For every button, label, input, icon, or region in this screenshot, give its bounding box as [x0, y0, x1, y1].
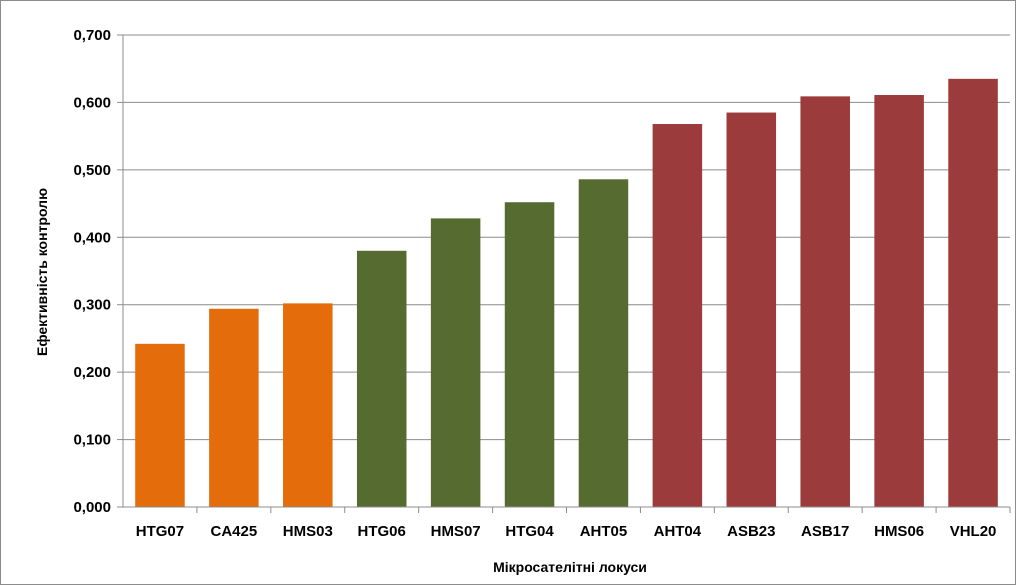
- gridlines: [117, 34, 1010, 508]
- y-tick-label: 0,600: [73, 94, 111, 111]
- bar-htg07: [135, 343, 185, 507]
- x-tick-label: AHT05: [580, 523, 628, 540]
- x-tick-label: HMS06: [874, 523, 924, 540]
- bar-hms03: [283, 303, 333, 507]
- y-tick-label: 0,100: [73, 432, 111, 449]
- bar-hms07: [430, 218, 481, 508]
- bar-htg06: [356, 250, 407, 507]
- bar-htg04: [504, 202, 555, 508]
- x-tick-label: ASB17: [801, 523, 849, 540]
- bar-asb23: [726, 112, 777, 508]
- bar-ca425: [209, 308, 259, 507]
- x-tick-label: VHL20: [950, 523, 997, 540]
- x-tick-labels: HTG07 CA425 HMS03 HTG06 HMS07 HTG04 AHT05 AHT04…: [136, 507, 1011, 540]
- bar-vhl20: [948, 78, 998, 507]
- bar-hms06: [874, 95, 924, 508]
- y-tick-label: 0,200: [73, 364, 111, 381]
- y-tick-label: 0,700: [73, 27, 111, 44]
- y-tick-label: 0,000: [73, 499, 111, 516]
- y-axis-title: Ефективність контролю: [34, 188, 50, 356]
- x-tick-label: HMS07: [431, 523, 481, 540]
- x-tick-label: HMS03: [283, 523, 333, 540]
- x-axis-title: Мікросателітні локуси: [493, 559, 647, 575]
- y-tick-labels: 0,000 0,100 0,200 0,300 0,400 0,500 0,600 0,700: [73, 27, 111, 516]
- bar-aht05: [578, 179, 629, 507]
- x-tick-label: CA425: [211, 523, 258, 540]
- y-tick-label: 0,300: [73, 297, 111, 314]
- x-tick-label: AHT04: [654, 523, 702, 540]
- bar-asb17: [800, 96, 850, 508]
- x-tick-label: HTG06: [358, 523, 406, 540]
- bar-aht04: [652, 124, 703, 508]
- x-tick-label: HTG07: [136, 523, 184, 540]
- y-tick-label: 0,500: [73, 162, 111, 179]
- x-tick-label: HTG04: [505, 523, 554, 540]
- y-tick-label: 0,400: [73, 229, 111, 246]
- bars: [135, 78, 998, 508]
- x-tick-label: ASB23: [727, 523, 775, 540]
